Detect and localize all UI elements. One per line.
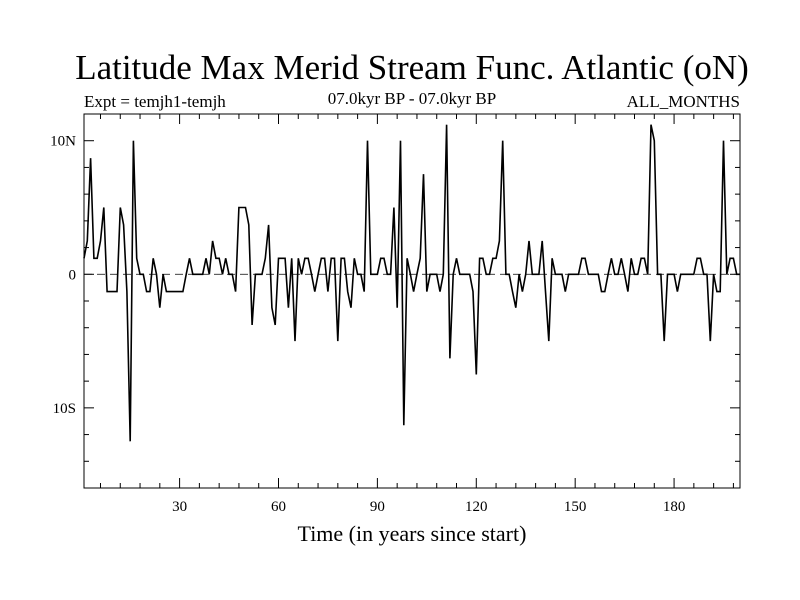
x-tick-label: 30 [172, 499, 187, 515]
plot-frame [83, 113, 741, 489]
x-tick-label: 120 [465, 499, 488, 515]
y-tick-label: 10N [50, 134, 76, 150]
plot-area: 30 60 90 120 150 180 10N 0 10S [50, 113, 741, 515]
x-tick-label: 180 [663, 499, 686, 515]
months-label: ALL_MONTHS [627, 92, 740, 111]
experiment-label: Expt = temjh1-temjh [84, 92, 226, 111]
period-label: 07.0kyr BP - 07.0kyr BP [328, 89, 496, 108]
x-tick-label: 90 [370, 499, 385, 515]
series-line [83, 124, 740, 442]
x-axis-label: Time (in years since start) [298, 521, 527, 546]
chart-title: Latitude Max Merid Stream Func. Atlantic… [75, 48, 749, 87]
y-tick-label: 0 [69, 267, 77, 283]
y-tick-label: 10S [53, 401, 76, 417]
x-tick-label: 60 [271, 499, 286, 515]
x-tick-label: 150 [564, 499, 587, 515]
